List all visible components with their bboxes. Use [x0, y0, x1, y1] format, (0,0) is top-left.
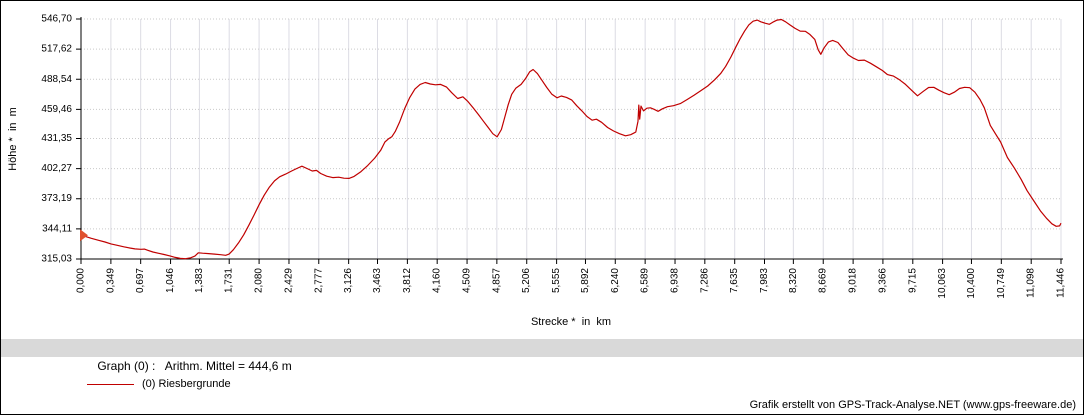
x-tick-label: 7,286 [699, 268, 710, 293]
x-tick-label: 5,892 [580, 268, 591, 293]
y-axis-title: Höhe * in m [7, 107, 19, 171]
tick-labels: 546,70 517,62 488,54 459,46 431,35 402,27 373,… [41, 14, 1066, 299]
x-tick-label: 3,812 [402, 268, 413, 293]
x-axis-title: Strecke * in km [530, 316, 612, 328]
x-tick-label: 3,126 [343, 268, 354, 293]
x-tick-label: 5,206 [521, 268, 532, 293]
x-tick-label: 1,046 [165, 268, 176, 293]
x-tick-label: 6,589 [640, 268, 651, 293]
x-tick-label: 1,383 [194, 268, 205, 293]
grid-lines [81, 18, 1062, 259]
x-tick-label: 10,749 [996, 268, 1007, 299]
x-tick-label: 1,731 [224, 268, 235, 293]
x-tick-label: 9,715 [907, 268, 918, 293]
x-tick-label: 10,400 [966, 268, 977, 299]
x-tick-label: 8,320 [788, 268, 799, 293]
y-tick-label: 546,70 [41, 14, 72, 25]
x-tick-label: 6,240 [610, 268, 621, 293]
legend-entry: (0) Riesbergrunde [87, 377, 231, 391]
x-tick-label: 10,063 [937, 268, 948, 299]
x-tick-label: 11,098 [1026, 268, 1037, 298]
track-start-marker [80, 229, 88, 242]
x-tick-label: 6,938 [670, 268, 681, 293]
y-tick-label: 517,62 [41, 44, 72, 55]
x-tick-label: 5,555 [551, 268, 562, 293]
x-tick-label: 8,669 [818, 268, 829, 293]
x-tick-label: 2,080 [254, 268, 265, 293]
y-tick-label: 402,27 [41, 163, 72, 174]
x-tick-label: 4,509 [462, 268, 473, 293]
credit-text: Grafik erstellt von GPS-Track-Analyse.NE… [749, 399, 1076, 411]
x-tick-label: 7,983 [759, 268, 770, 293]
series-label: (0) Riesbergrunde [142, 378, 231, 390]
y-tick-label: 315,03 [41, 254, 72, 265]
y-tick-label: 459,46 [41, 104, 72, 115]
y-tick-label: 431,35 [41, 133, 72, 144]
y-tick-label: 488,54 [41, 74, 72, 85]
legend-header-bar: Graph (0) : Arithm. Mittel = 444,6 m [1, 339, 1083, 373]
x-tick-label: 0,697 [135, 268, 146, 293]
x-tick-label: 9,366 [877, 268, 888, 293]
elevation-chart: 546,70 517,62 488,54 459,46 431,35 402,27 373,… [41, 14, 1066, 299]
x-tick-label: 3,463 [372, 268, 383, 293]
x-tick-label: 4,857 [491, 268, 502, 293]
x-tick-label: 0,000 [76, 268, 87, 293]
legend-header-text: Graph (0) : Arithm. Mittel = 444,6 m [97, 359, 292, 373]
axes [76, 17, 1063, 264]
series-line-swatch [87, 383, 134, 385]
x-tick-label: 4,160 [432, 268, 443, 293]
y-tick-label: 373,19 [41, 193, 72, 204]
x-tick-label: 9,018 [848, 268, 859, 293]
x-tick-label: 2,777 [313, 268, 324, 293]
x-tick-label: 11,446 [1056, 268, 1067, 298]
x-tick-label: 0,349 [105, 268, 116, 293]
x-tick-label: 7,635 [729, 268, 740, 293]
y-tick-label: 344,11 [42, 223, 72, 234]
x-tick-label: 2,429 [283, 268, 294, 293]
elevation-profile-line [80, 18, 1062, 260]
